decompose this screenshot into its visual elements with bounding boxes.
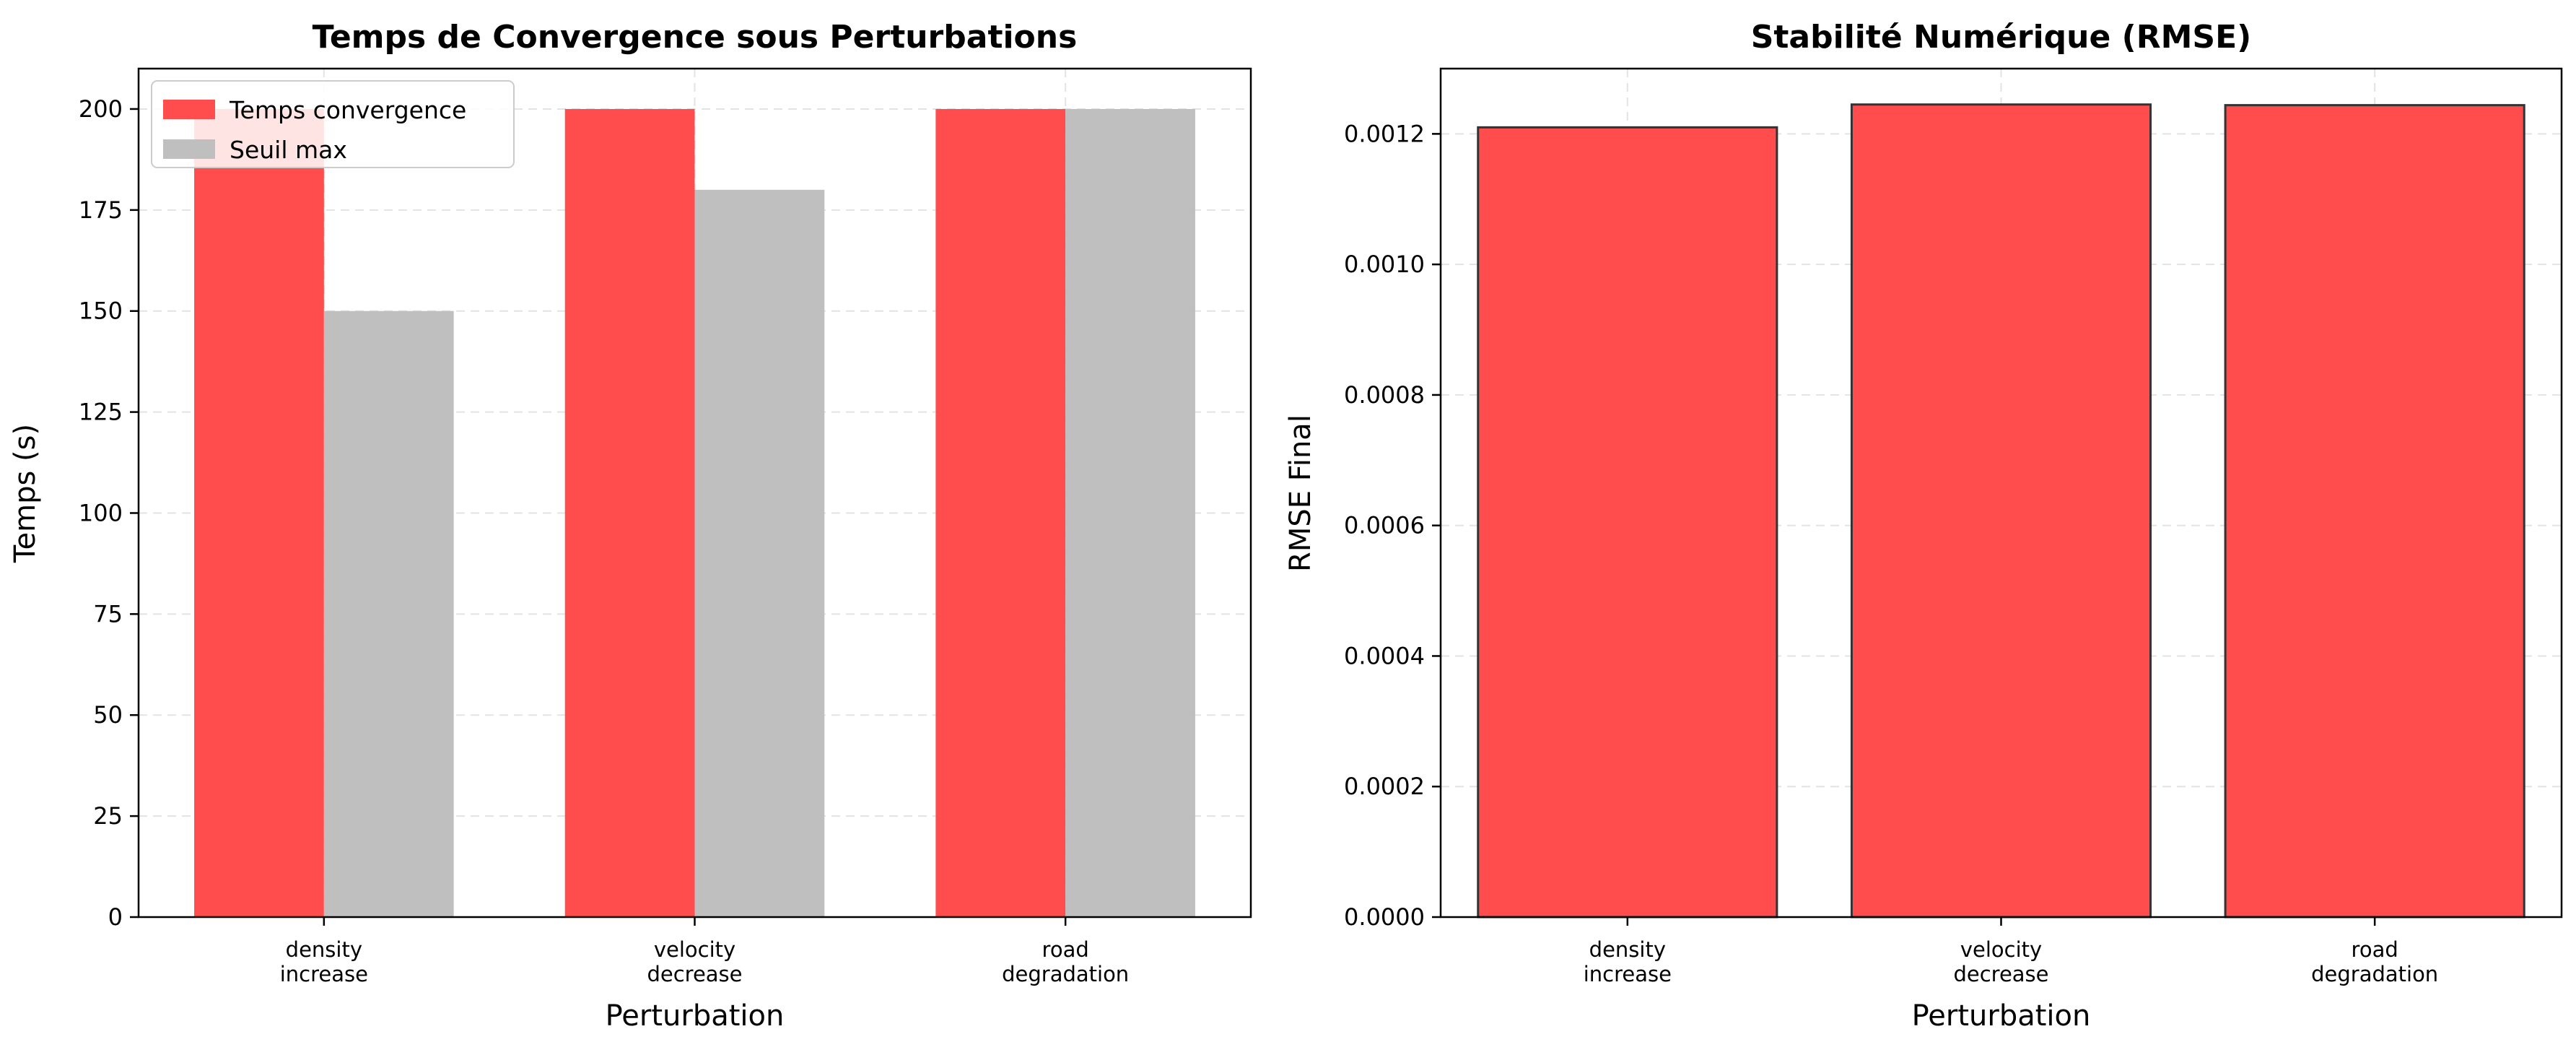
x-tick-label-line: decrease — [1953, 962, 2048, 986]
y-tick-label: 0.0010 — [1344, 251, 1425, 278]
x-tick-label: density increase — [1584, 937, 1672, 986]
x-tick-label-line: velocity — [654, 937, 735, 962]
x-tick-label-line: road — [1042, 937, 1089, 962]
convergence-time-chart: 0 25 50 75 100 125 150 175 200 density increase vel… — [9, 19, 1252, 1033]
legend-swatch — [163, 100, 215, 119]
y-tick-label: 0.0004 — [1344, 642, 1425, 669]
x-tick-label: road degradation — [2311, 937, 2438, 986]
bar-seuil-max-0 — [323, 311, 454, 917]
x-tick-label-line: velocity — [1960, 937, 2042, 962]
x-tick-label-line: degradation — [2311, 962, 2438, 986]
y-tick-label: 0.0002 — [1344, 773, 1425, 800]
y-axis-label: Temps (s) — [9, 424, 42, 563]
y-tick-label: 0.0000 — [1344, 903, 1425, 931]
x-tick-label: velocity decrease — [1953, 937, 2048, 986]
legend-swatch — [163, 139, 215, 159]
legend-label: Seuil max — [230, 136, 347, 164]
y-tick-label: 0 — [108, 903, 123, 931]
x-tick-label: road degradation — [1002, 937, 1129, 986]
y-tick-label: 50 — [93, 701, 123, 729]
x-tick-label-line: density — [286, 937, 362, 962]
bar-rmse-2 — [2224, 104, 2525, 919]
bar-seuil-max-1 — [694, 189, 825, 917]
x-axis-label: Perturbation — [1912, 999, 2091, 1033]
y-tick-label: 200 — [79, 95, 123, 123]
y-tick-label: 75 — [93, 600, 123, 628]
x-tick-label-line: decrease — [647, 962, 742, 986]
x-tick-label: velocity decrease — [647, 937, 742, 986]
chart-title: Stabilité Numérique (RMSE) — [1751, 19, 2252, 56]
bar-temps-convergence-1 — [564, 108, 695, 917]
x-tick-label-line: degradation — [1002, 962, 1129, 986]
rmse-stability-chart: 0.0000 0.0002 0.0004 0.0006 0.0008 0.0010 0.00… — [1284, 19, 2563, 1033]
x-tick-label-line: density — [1589, 937, 1666, 962]
y-tick-label: 175 — [79, 196, 123, 224]
x-tick-label-line: road — [2352, 937, 2398, 962]
x-tick-label: density increase — [280, 937, 368, 986]
bar-temps-convergence-2 — [935, 108, 1066, 917]
bar-temps-convergence-0 — [194, 108, 324, 917]
legend-label: Temps convergence — [229, 96, 466, 124]
bar-rmse-1 — [1850, 103, 2152, 919]
chart-title: Temps de Convergence sous Perturbations — [313, 19, 1078, 56]
x-axis-label: Perturbation — [606, 999, 785, 1033]
y-tick-label: 0.0006 — [1344, 512, 1425, 539]
bar-rmse-0 — [1477, 126, 1778, 919]
y-tick-label: 25 — [93, 802, 123, 830]
y-axis-label: RMSE Final — [1284, 414, 1317, 572]
y-tick-label: 0.0008 — [1344, 381, 1425, 409]
y-tick-label: 0.0012 — [1344, 120, 1425, 147]
x-tick-label-line: increase — [280, 962, 368, 986]
x-tick-label-line: increase — [1584, 962, 1672, 986]
legend-box — [151, 80, 515, 168]
y-tick-label: 150 — [79, 298, 123, 325]
bar-seuil-max-2 — [1065, 108, 1195, 917]
y-tick-label: 100 — [79, 499, 123, 526]
y-tick-label: 125 — [79, 399, 123, 426]
legend: Temps convergence Seuil max — [151, 80, 515, 168]
